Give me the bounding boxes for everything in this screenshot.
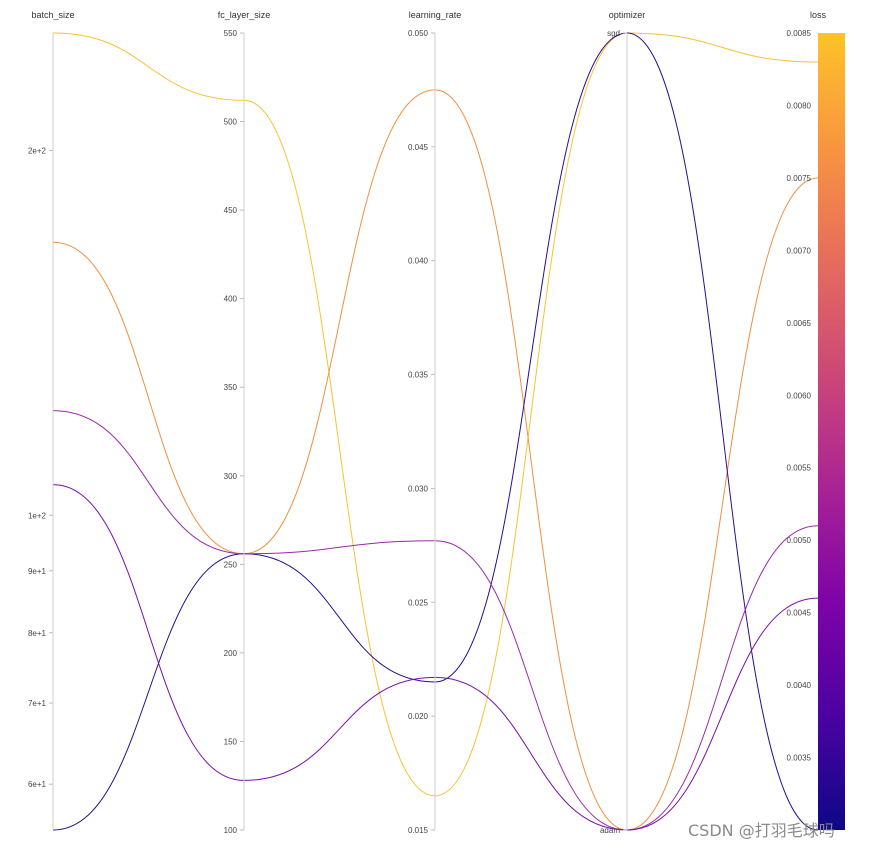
tick-label: adam: [600, 826, 620, 835]
tick-label: 0.035: [408, 371, 429, 380]
tick-label: 450: [224, 206, 238, 215]
tick-label: 0.0055: [787, 464, 812, 473]
axis-loss: loss 0.0085 0.0080 0.0075 0.0070 0.0065 0.0060…: [787, 10, 845, 830]
tick-label: 0.0075: [787, 174, 812, 183]
axis-title-fc-layer-size[interactable]: fc_layer_size: [218, 10, 271, 20]
tick-label: 0.0070: [787, 246, 812, 255]
tick-label: 0.040: [408, 257, 429, 266]
watermark-text: CSDN @打羽毛球吗️: [688, 821, 835, 840]
tick-label: 0.0085: [787, 29, 812, 38]
tick-label: 550: [224, 29, 238, 38]
tick-label: 0.0040: [787, 681, 812, 690]
tick-label: 0.020: [408, 712, 429, 721]
run-line-2[interactable]: [52, 89, 819, 831]
run-line-4[interactable]: [52, 410, 819, 831]
axis-learning-rate: learning_rate 0.050 0.045 0.040 0.035 0.030 0.…: [408, 10, 461, 835]
axes: batch_size 2e+2 1e+2 9e+1 8e+1 7e+1 6e+1 fc_lay…: [28, 10, 845, 835]
tick-label: 100: [224, 826, 238, 835]
tick-label: 8e+1: [28, 629, 47, 638]
tick-label: 500: [224, 118, 238, 127]
tick-label: 0.050: [408, 29, 429, 38]
tick-label: 0.0035: [787, 754, 812, 763]
tick-label: 400: [224, 295, 238, 304]
tick-label: 300: [224, 472, 238, 481]
tick-label: 0.0045: [787, 609, 812, 618]
axis-optimizer: optimizer sgd adam: [600, 10, 645, 835]
axis-batch-size: batch_size 2e+2 1e+2 9e+1 8e+1 7e+1 6e+1: [28, 10, 75, 830]
tick-label: 250: [224, 560, 238, 569]
tick-label: 150: [224, 737, 238, 746]
tick-label: 350: [224, 383, 238, 392]
tick-label: 7e+1: [28, 699, 47, 708]
tick-label: 200: [224, 649, 238, 658]
tick-label: 0.0065: [787, 319, 812, 328]
run-line-3[interactable]: [52, 32, 819, 831]
axis-title-learning-rate[interactable]: learning_rate: [409, 10, 462, 20]
tick-label: sgd: [607, 29, 620, 38]
tick-label: 0.015: [408, 826, 429, 835]
tick-label: 0.045: [408, 143, 429, 152]
tick-label: 0.0060: [787, 391, 812, 400]
tick-label: 1e+2: [28, 511, 47, 520]
axis-title-batch-size[interactable]: batch_size: [31, 10, 74, 20]
axis-fc-layer-size: fc_layer_size 550 500 450 400 350 300 250 200 150…: [218, 10, 271, 835]
loss-colorbar: [818, 33, 845, 830]
axis-title-optimizer[interactable]: optimizer: [609, 10, 646, 20]
tick-label: 0.030: [408, 484, 429, 493]
tick-label: 2e+2: [28, 146, 47, 155]
tick-label: 9e+1: [28, 567, 47, 576]
tick-label: 0.0050: [787, 536, 812, 545]
tick-label: 0.025: [408, 598, 429, 607]
tick-label: 0.0080: [787, 101, 812, 110]
axis-title-loss[interactable]: loss: [810, 10, 827, 20]
tick-label: 6e+1: [28, 780, 47, 789]
